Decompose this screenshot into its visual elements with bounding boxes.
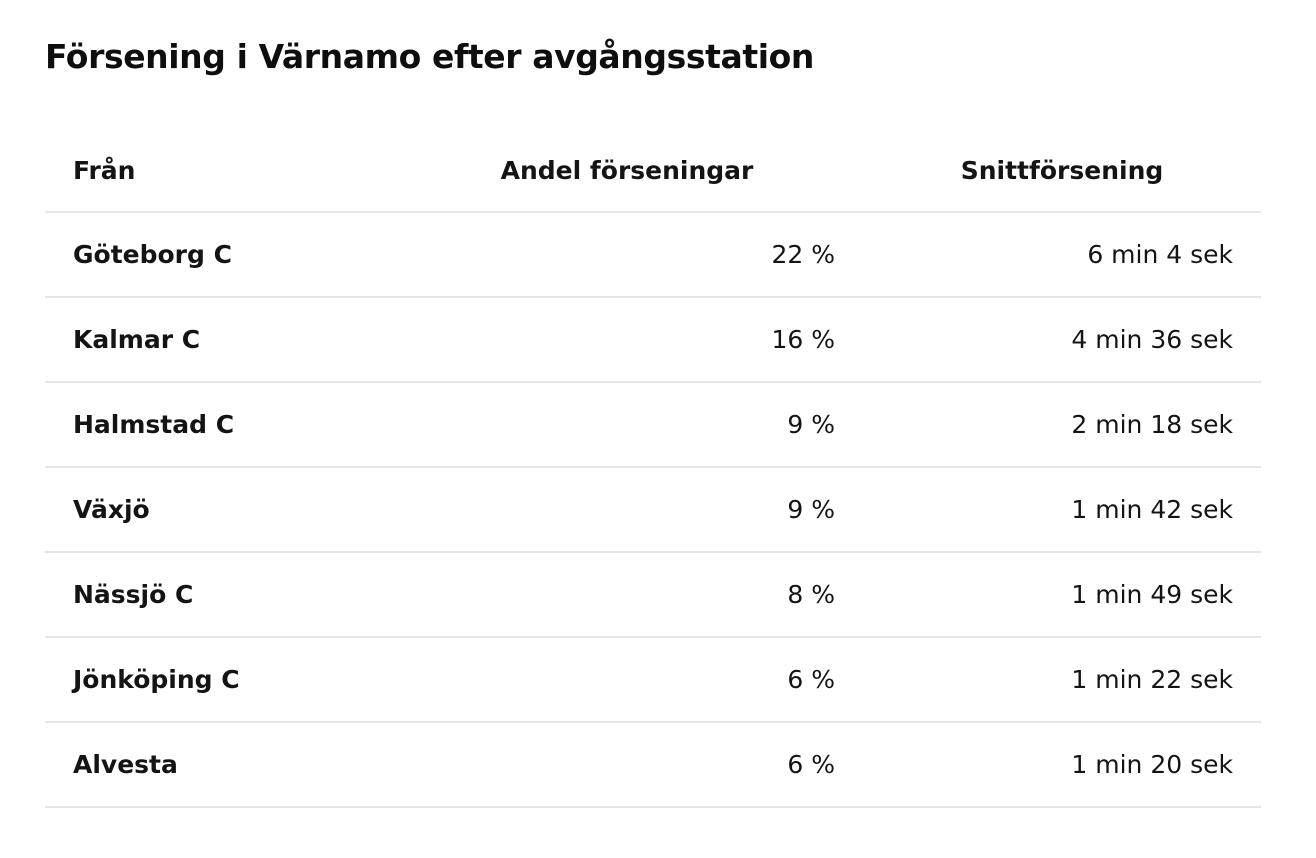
cell-station: Jönköping C (45, 637, 391, 723)
cell-average-delay: 1 min 20 sek (863, 722, 1261, 808)
cell-average-delay: 2 min 18 sek (863, 382, 1261, 468)
cell-station: Halmstad C (45, 382, 391, 468)
cell-average-delay: 4 min 36 sek (863, 297, 1261, 383)
cell-share-of-delays: 9 % (391, 382, 863, 468)
table-row: Nässjö C 8 % 1 min 49 sek (45, 552, 1261, 638)
table-row: Halmstad C 9 % 2 min 18 sek (45, 382, 1261, 468)
table-row: Kalmar C 16 % 4 min 36 sek (45, 297, 1261, 383)
cell-average-delay: 1 min 42 sek (863, 467, 1261, 553)
column-header-average-delay: Snittförsening (863, 130, 1261, 213)
cell-share-of-delays: 6 % (391, 637, 863, 723)
cell-station: Växjö (45, 467, 391, 553)
column-header-share-of-delays: Andel förseningar (391, 130, 863, 213)
cell-station: Nässjö C (45, 552, 391, 638)
cell-share-of-delays: 9 % (391, 467, 863, 553)
chart-title: Försening i Värnamo efter avgångsstation (45, 37, 814, 76)
cell-station: Göteborg C (45, 212, 391, 298)
table-row: Alvesta 6 % 1 min 20 sek (45, 722, 1261, 808)
cell-average-delay: 1 min 49 sek (863, 552, 1261, 638)
cell-share-of-delays: 16 % (391, 297, 863, 383)
table-row: Göteborg C 22 % 6 min 4 sek (45, 212, 1261, 298)
delay-table: Från Andel förseningar Snittförsening Gö… (45, 130, 1261, 808)
page: Försening i Värnamo efter avgångsstation… (0, 34, 1316, 808)
header-row: Från Andel förseningar Snittförsening (45, 130, 1261, 213)
cell-station: Alvesta (45, 722, 391, 808)
cell-share-of-delays: 8 % (391, 552, 863, 638)
column-header-from: Från (45, 130, 391, 213)
cell-average-delay: 6 min 4 sek (863, 212, 1261, 298)
cell-average-delay: 1 min 22 sek (863, 637, 1261, 723)
cell-share-of-delays: 6 % (391, 722, 863, 808)
cell-share-of-delays: 22 % (391, 212, 863, 298)
table-row: Jönköping C 6 % 1 min 22 sek (45, 637, 1261, 723)
cell-station: Kalmar C (45, 297, 391, 383)
table-row: Växjö 9 % 1 min 42 sek (45, 467, 1261, 553)
